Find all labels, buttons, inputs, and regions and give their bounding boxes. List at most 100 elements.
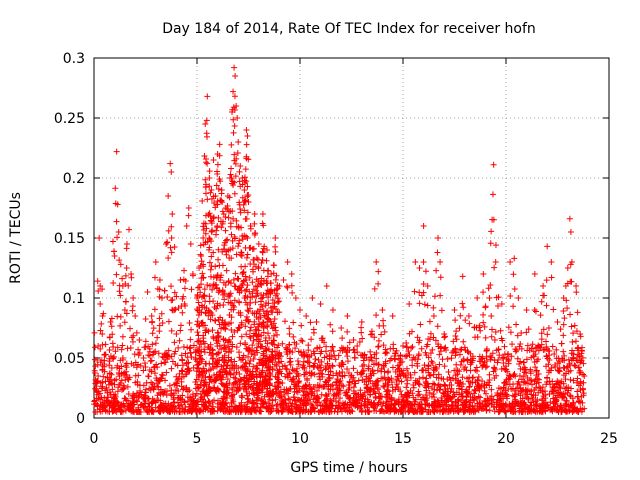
data-point: [207, 266, 214, 273]
data-point: [113, 376, 120, 383]
data-point: [421, 301, 428, 308]
data-point: [91, 344, 98, 351]
data-point: [554, 319, 561, 325]
data-point: [351, 355, 358, 362]
data-point: [119, 333, 126, 340]
data-point: [136, 349, 143, 356]
data-point: [245, 191, 252, 198]
data-point: [513, 347, 520, 354]
data-point: [435, 235, 442, 241]
data-point: [375, 268, 382, 275]
data-point: [185, 205, 192, 211]
data-point: [207, 189, 214, 196]
data-point: [122, 362, 129, 369]
data-point: [242, 263, 249, 270]
data-point: [104, 374, 111, 381]
data-point: [350, 337, 357, 343]
data-point: [203, 159, 210, 166]
data-point: [433, 365, 440, 372]
data-point: [151, 370, 158, 377]
data-point: [441, 334, 448, 341]
data-point: [222, 227, 229, 234]
data-point: [264, 330, 271, 337]
data-point: [323, 283, 330, 289]
data-point: [393, 376, 400, 383]
data-point: [243, 127, 250, 133]
data-point: [406, 351, 413, 358]
data-point: [123, 310, 130, 317]
data-point: [123, 265, 130, 272]
data-point: [168, 297, 175, 304]
data-point: [284, 259, 291, 265]
data-point: [91, 367, 98, 374]
data-point: [241, 198, 248, 205]
data-point: [391, 405, 398, 412]
data-point: [568, 402, 575, 409]
data-point: [109, 340, 116, 347]
data-point: [127, 325, 134, 332]
data-point: [395, 365, 402, 372]
data-point: [230, 276, 237, 283]
data-point: [504, 351, 511, 358]
data-point: [474, 334, 481, 341]
data-point: [480, 311, 487, 318]
data-point: [431, 293, 438, 300]
data-point: [412, 259, 419, 265]
data-point: [259, 257, 266, 264]
data-point: [92, 363, 99, 370]
data-point: [483, 357, 490, 364]
data-point: [574, 309, 581, 316]
data-point: [235, 243, 242, 250]
data-point: [381, 368, 388, 375]
data-point: [94, 403, 101, 410]
data-point: [303, 313, 310, 319]
data-point: [544, 331, 551, 338]
data-point: [122, 298, 129, 305]
data-point: [289, 349, 296, 356]
data-point: [215, 256, 222, 263]
data-point: [405, 348, 412, 355]
data-point: [531, 271, 538, 277]
data-point: [259, 249, 266, 256]
data-point: [543, 302, 550, 309]
data-point: [313, 319, 320, 325]
data-point: [242, 166, 249, 173]
data-point: [179, 357, 186, 364]
data-point: [272, 396, 279, 403]
data-point: [236, 168, 243, 175]
data-point: [354, 349, 361, 356]
data-point: [480, 271, 487, 277]
data-point: [107, 391, 114, 398]
data-point: [275, 407, 282, 414]
data-point: [159, 319, 166, 326]
data-point: [414, 360, 421, 367]
data-point: [162, 377, 169, 384]
data-point: [280, 277, 287, 283]
data-point: [294, 357, 301, 364]
x-tick-label: 0: [90, 431, 99, 447]
data-point: [188, 326, 195, 333]
data-point: [128, 274, 135, 281]
data-point: [329, 362, 336, 369]
data-point: [168, 223, 175, 230]
data-point: [274, 299, 281, 306]
data-point: [538, 298, 545, 305]
data-point: [176, 337, 183, 344]
data-point: [99, 408, 106, 415]
data-point: [198, 407, 205, 414]
data-point: [488, 401, 495, 408]
data-point: [110, 393, 117, 400]
data-point: [329, 343, 336, 350]
data-point: [483, 363, 490, 370]
data-point: [167, 390, 174, 397]
data-point: [164, 408, 171, 415]
data-point: [317, 301, 324, 307]
data-point: [113, 218, 120, 225]
data-point: [490, 396, 497, 403]
data-point: [168, 249, 175, 256]
data-point: [206, 360, 213, 367]
data-point: [204, 93, 211, 100]
data-point: [278, 408, 285, 415]
data-point: [308, 336, 315, 343]
data-point: [456, 325, 463, 332]
